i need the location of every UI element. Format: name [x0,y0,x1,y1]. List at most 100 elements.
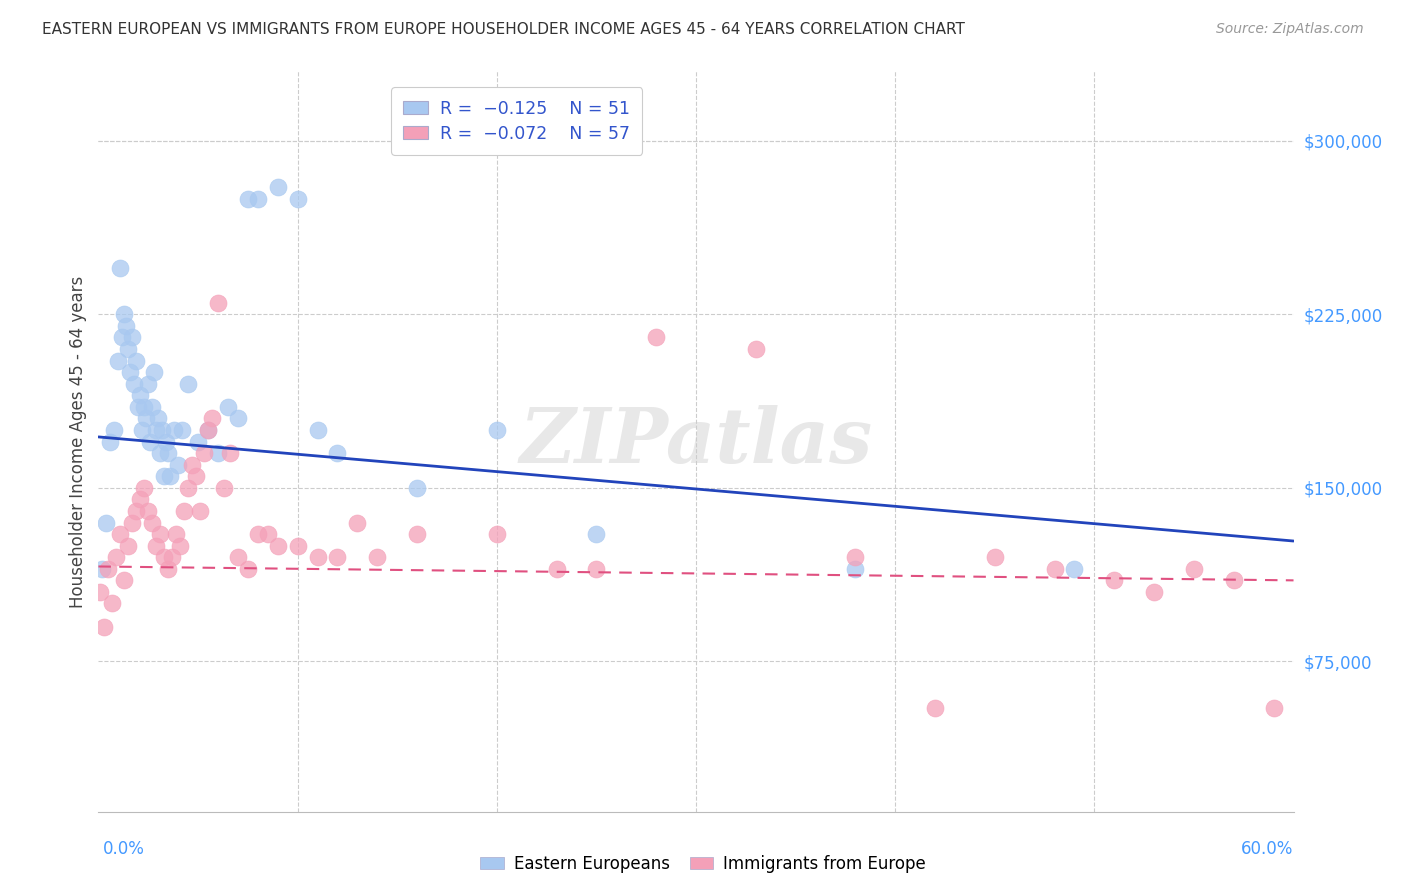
Point [1104,574,1126,588]
Point [1182,562,1205,576]
Point [1143,585,1166,599]
Point [165,527,187,541]
Point [129,388,152,402]
Point [844,562,866,576]
Point [148,411,170,425]
Point [219,446,242,460]
Point [131,423,153,437]
Point [117,342,139,356]
Point [1043,562,1066,576]
Point [585,527,607,541]
Point [546,562,568,576]
Point [1063,562,1085,576]
Point [127,400,149,414]
Point [155,434,177,449]
Text: Source: ZipAtlas.com: Source: ZipAtlas.com [1216,22,1364,37]
Point [181,458,204,472]
Point [585,562,607,576]
Point [103,423,125,437]
Point [197,423,219,437]
Point [141,516,163,530]
Point [91,562,114,576]
Point [141,400,163,414]
Point [143,365,166,379]
Point [173,504,195,518]
Point [645,330,668,344]
Point [159,469,181,483]
Point [287,192,309,206]
Point [172,423,194,437]
Point [236,192,259,206]
Point [124,376,146,391]
Point [326,446,349,460]
Point [157,562,180,576]
Point [197,423,219,437]
Text: ZIPatlas: ZIPatlas [519,405,873,478]
Point [112,574,135,588]
Point [110,260,132,275]
Point [129,492,152,507]
Point [89,585,111,599]
Point [112,307,135,321]
Point [157,446,180,460]
Point [163,423,186,437]
Text: 60.0%: 60.0% [1241,840,1294,858]
Point [924,700,946,714]
Point [226,411,249,425]
Point [212,481,235,495]
Point [246,192,269,206]
Point [187,434,209,449]
Point [207,295,229,310]
Legend: Eastern Europeans, Immigrants from Europe: Eastern Europeans, Immigrants from Europ… [474,848,932,880]
Point [110,527,132,541]
Point [217,400,239,414]
Point [267,180,290,194]
Point [193,446,215,460]
Point [136,376,159,391]
Point [150,423,173,437]
Point [201,411,224,425]
Point [135,411,157,425]
Point [177,376,200,391]
Point [366,550,388,565]
Point [287,539,309,553]
Point [93,619,115,633]
Point [167,458,190,472]
Point [139,434,162,449]
Point [105,550,128,565]
Point [153,550,176,565]
Point [125,353,148,368]
Point [207,446,229,460]
Point [485,527,508,541]
Point [307,550,329,565]
Legend: R =  −0.125    N = 51, R =  −0.072    N = 57: R = −0.125 N = 51, R = −0.072 N = 57 [391,87,643,154]
Point [153,469,176,483]
Point [326,550,349,565]
Point [1223,574,1246,588]
Point [134,400,156,414]
Point [246,527,269,541]
Point [236,562,259,576]
Point [188,504,211,518]
Point [256,527,278,541]
Point [1263,700,1285,714]
Point [406,527,429,541]
Point [169,539,191,553]
Point [485,423,508,437]
Point [307,423,329,437]
Point [267,539,290,553]
Point [160,550,183,565]
Point [117,539,139,553]
Point [145,539,167,553]
Point [111,330,134,344]
Point [121,330,143,344]
Point [96,516,118,530]
Point [98,434,122,449]
Point [844,550,866,565]
Y-axis label: Householder Income Ages 45 - 64 years: Householder Income Ages 45 - 64 years [69,276,87,607]
Point [107,353,129,368]
Point [121,516,143,530]
Point [97,562,120,576]
Point [120,365,142,379]
Point [134,481,156,495]
